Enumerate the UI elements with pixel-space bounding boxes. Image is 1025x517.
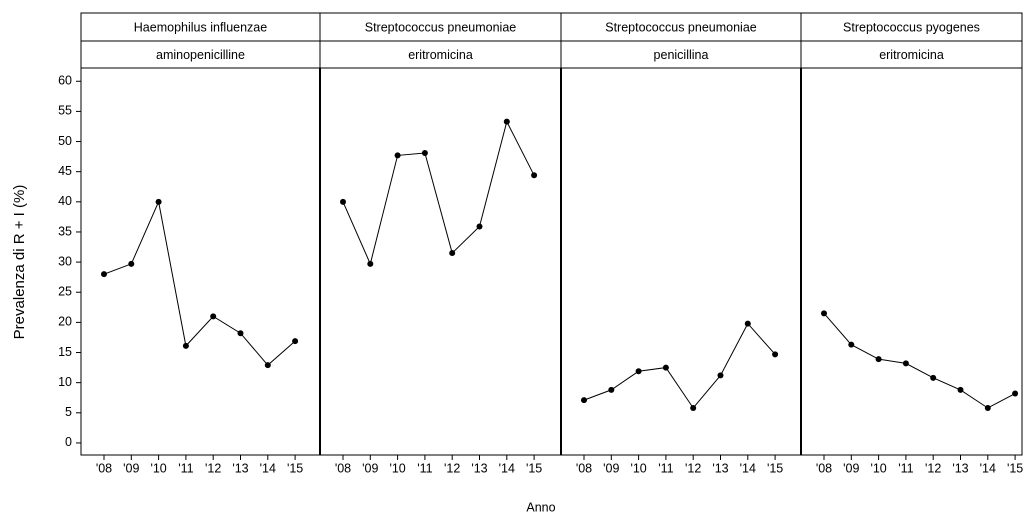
data-point: [581, 397, 587, 404]
x-tick-label: '14: [260, 461, 276, 475]
y-tick-label: 10: [58, 375, 72, 389]
x-tick-label: '13: [952, 461, 968, 475]
y-tick-label: 55: [58, 104, 72, 118]
data-point: [1012, 390, 1019, 397]
y-tick-label: 35: [58, 224, 72, 238]
y-axis-label: Prevalenza di R + I (%): [11, 185, 28, 340]
header-strip: [319, 40, 562, 69]
series-line: [583, 322, 776, 409]
x-tick-label: '15: [526, 461, 542, 475]
series-line: [103, 200, 296, 366]
y-tick-label: 45: [58, 164, 72, 178]
y-tick-label: 40: [58, 194, 72, 208]
x-tick-label: '09: [603, 461, 619, 475]
data-point: [367, 260, 374, 267]
x-tick-label: '12: [444, 461, 460, 475]
data-point: [744, 320, 751, 327]
panel-subtitle: eritromicina: [408, 48, 473, 62]
data-point: [848, 341, 855, 348]
y-tick-label: 50: [58, 134, 72, 148]
panel-title: Streptococcus pneumoniae: [605, 20, 757, 34]
data-point: [128, 260, 135, 267]
header-strip: [319, 12, 562, 42]
x-tick-label: '12: [205, 461, 221, 475]
x-tick-label: '08: [335, 461, 351, 475]
x-tick-label: '11: [178, 461, 193, 475]
x-axis-label: Anno: [526, 500, 555, 514]
data-point: [101, 271, 107, 278]
x-tick-label: '08: [816, 461, 832, 475]
x-tick-label: '10: [630, 461, 646, 475]
x-tick-label: '11: [898, 461, 913, 475]
panel-title: Haemophilus influenzae: [134, 20, 267, 34]
header-strip: [800, 40, 1023, 69]
data-point: [930, 374, 937, 381]
x-tick-label: '09: [362, 461, 378, 475]
x-tick-label: '10: [389, 461, 405, 475]
data-point: [772, 351, 779, 358]
x-tick-label: '15: [767, 461, 783, 475]
data-point: [957, 386, 964, 393]
data-point: [292, 338, 299, 345]
x-tick-label: '13: [712, 461, 728, 475]
series-line: [342, 120, 535, 266]
panel-subtitle: penicillina: [654, 48, 709, 62]
data-point: [608, 386, 615, 393]
x-tick-label: '13: [232, 461, 248, 475]
x-tick-label: '09: [123, 461, 139, 475]
data-point: [503, 118, 510, 125]
header-strip: [560, 40, 802, 69]
data-point: [264, 362, 271, 369]
y-tick-label: 5: [65, 405, 72, 419]
data-point: [394, 152, 401, 159]
data-point: [210, 313, 217, 320]
x-tick-label: '14: [740, 461, 756, 475]
data-point: [449, 250, 456, 257]
y-tick-label: 0: [65, 435, 72, 449]
x-tick-label: '08: [96, 461, 112, 475]
data-point: [875, 356, 882, 363]
data-point: [662, 364, 669, 371]
data-point: [340, 198, 346, 205]
x-tick-label: '13: [471, 461, 487, 475]
y-tick-label: 30: [58, 254, 72, 268]
data-point: [531, 172, 538, 179]
y-tick-label: 60: [58, 74, 72, 88]
y-tick-label: 25: [58, 285, 72, 299]
data-point: [182, 342, 189, 349]
data-point: [635, 368, 642, 375]
x-tick-label: '15: [1007, 461, 1023, 475]
series-line: [823, 313, 1016, 409]
header-strip: [800, 12, 1023, 42]
panel-title: Streptococcus pyogenes: [843, 20, 980, 34]
data-point: [902, 360, 909, 367]
x-tick-label: '12: [685, 461, 701, 475]
data-point: [421, 149, 428, 156]
data-point: [237, 330, 244, 337]
x-tick-label: '11: [658, 461, 673, 475]
x-tick-label: '14: [980, 461, 996, 475]
data-point: [717, 372, 724, 379]
data-point: [984, 404, 991, 411]
data-point: [155, 198, 162, 205]
x-tick-label: '09: [843, 461, 859, 475]
x-tick-label: '14: [499, 461, 515, 475]
y-tick-label: 20: [58, 315, 72, 329]
x-tick-label: '11: [417, 461, 432, 475]
data-point: [821, 310, 827, 317]
x-tick-label: '08: [576, 461, 592, 475]
x-tick-label: '10: [150, 461, 166, 475]
x-tick-label: '10: [870, 461, 886, 475]
panel-title: Streptococcus pneumoniae: [365, 20, 517, 34]
x-tick-label: '12: [925, 461, 941, 475]
panel-subtitle: aminopenicilline: [156, 48, 245, 62]
panel-subtitle: eritromicina: [879, 48, 944, 62]
x-tick-label: '15: [287, 461, 303, 475]
data-point: [690, 404, 697, 411]
y-tick-label: 15: [58, 345, 72, 359]
data-point: [476, 223, 483, 230]
